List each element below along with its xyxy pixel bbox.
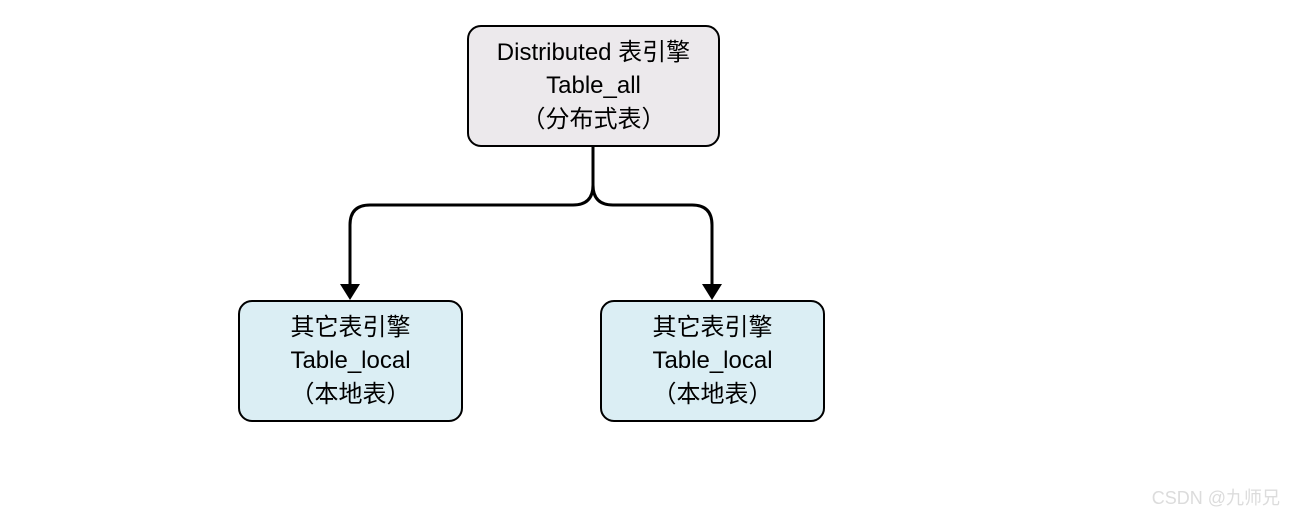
node-root-line-0: Distributed 表引擎 bbox=[497, 36, 690, 70]
node-right-line-1: Table_local bbox=[652, 344, 772, 378]
edge-1-arrow bbox=[702, 284, 722, 300]
edge-0 bbox=[350, 147, 593, 284]
edge-0-arrow bbox=[340, 284, 360, 300]
node-right-line-2: （本地表） bbox=[653, 378, 773, 412]
node-right: 其它表引擎Table_local（本地表） bbox=[600, 300, 825, 422]
node-left-line-0: 其它表引擎 bbox=[291, 311, 411, 345]
edge-1 bbox=[593, 147, 712, 284]
node-root-line-2: （分布式表） bbox=[522, 103, 666, 137]
node-root-line-1: Table_all bbox=[546, 69, 641, 103]
node-left-line-1: Table_local bbox=[290, 344, 410, 378]
node-root: Distributed 表引擎Table_all（分布式表） bbox=[467, 25, 720, 147]
node-left-line-2: （本地表） bbox=[291, 378, 411, 412]
node-right-line-0: 其它表引擎 bbox=[653, 311, 773, 345]
node-left: 其它表引擎Table_local（本地表） bbox=[238, 300, 463, 422]
diagram-container: Distributed 表引擎Table_all（分布式表）其它表引擎Table… bbox=[0, 0, 1296, 518]
watermark: CSDN @九师兄 bbox=[1152, 484, 1280, 510]
